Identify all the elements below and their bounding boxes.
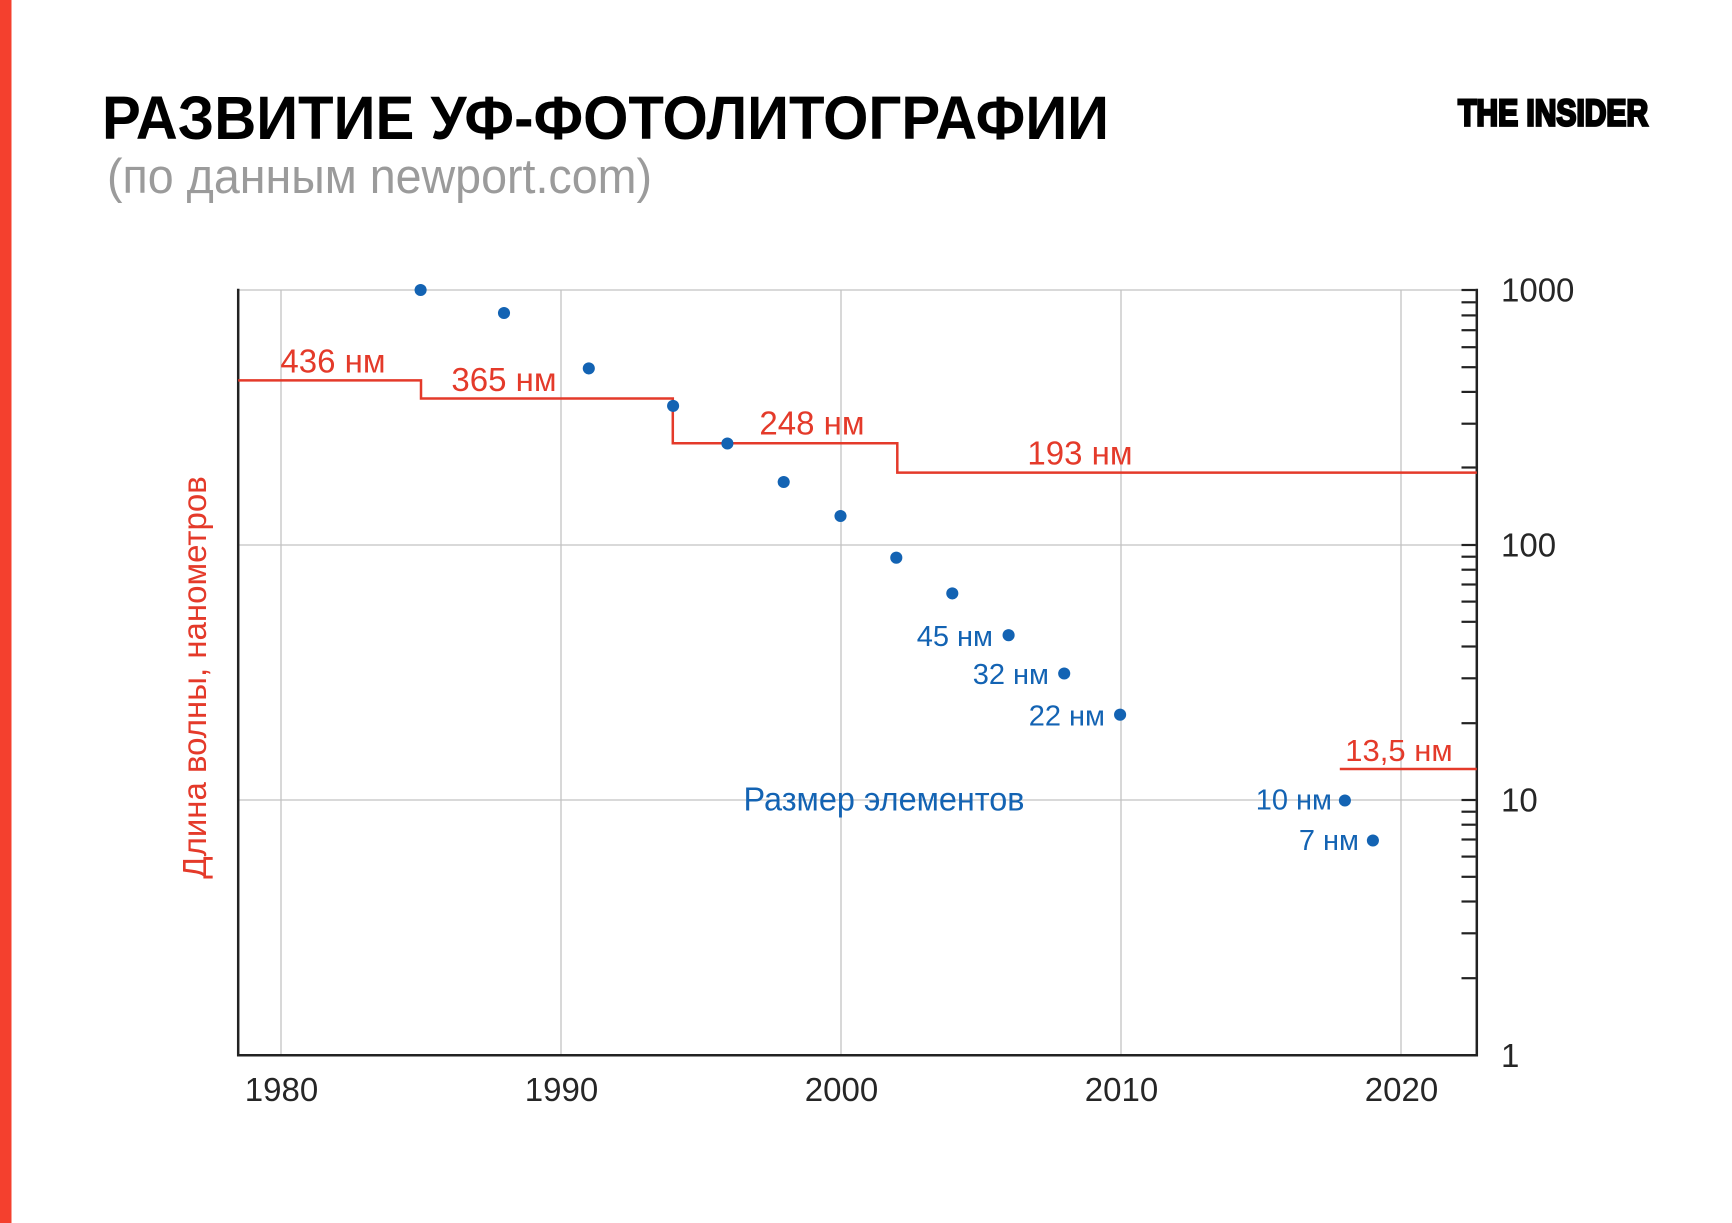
svg-text:2010: 2010 (1085, 1071, 1158, 1108)
svg-text:436 нм: 436 нм (280, 343, 385, 380)
svg-text:THE INSIDER: THE INSIDER (1458, 94, 1648, 134)
svg-text:45 нм: 45 нм (917, 621, 993, 653)
svg-text:13,5 нм: 13,5 нм (1345, 733, 1452, 768)
svg-text:32 нм: 32 нм (973, 659, 1049, 691)
svg-text:1: 1 (1501, 1037, 1519, 1074)
svg-text:365 нм: 365 нм (451, 361, 556, 398)
svg-text:2020: 2020 (1365, 1071, 1438, 1108)
svg-text:193 нм: 193 нм (1027, 435, 1132, 472)
svg-text:Размер элементов: Размер элементов (744, 781, 1025, 818)
svg-text:(по данным newport.com): (по данным newport.com) (107, 150, 652, 204)
svg-text:1990: 1990 (525, 1071, 598, 1108)
svg-text:1000: 1000 (1501, 272, 1574, 309)
svg-text:2000: 2000 (805, 1071, 878, 1108)
svg-text:22 нм: 22 нм (1029, 701, 1105, 733)
svg-text:248 нм: 248 нм (759, 405, 864, 442)
svg-text:7 нм: 7 нм (1299, 825, 1359, 857)
svg-text:10 нм: 10 нм (1256, 785, 1332, 817)
svg-text:1980: 1980 (245, 1071, 318, 1108)
svg-text:РАЗВИТИЕ УФ-ФОТОЛИТОГРАФИИ: РАЗВИТИЕ УФ-ФОТОЛИТОГРАФИИ (102, 84, 1109, 152)
svg-text:100: 100 (1501, 527, 1556, 564)
svg-text:10: 10 (1501, 782, 1538, 819)
svg-text:Длина волны, нанометров: Длина волны, нанометров (176, 476, 213, 879)
